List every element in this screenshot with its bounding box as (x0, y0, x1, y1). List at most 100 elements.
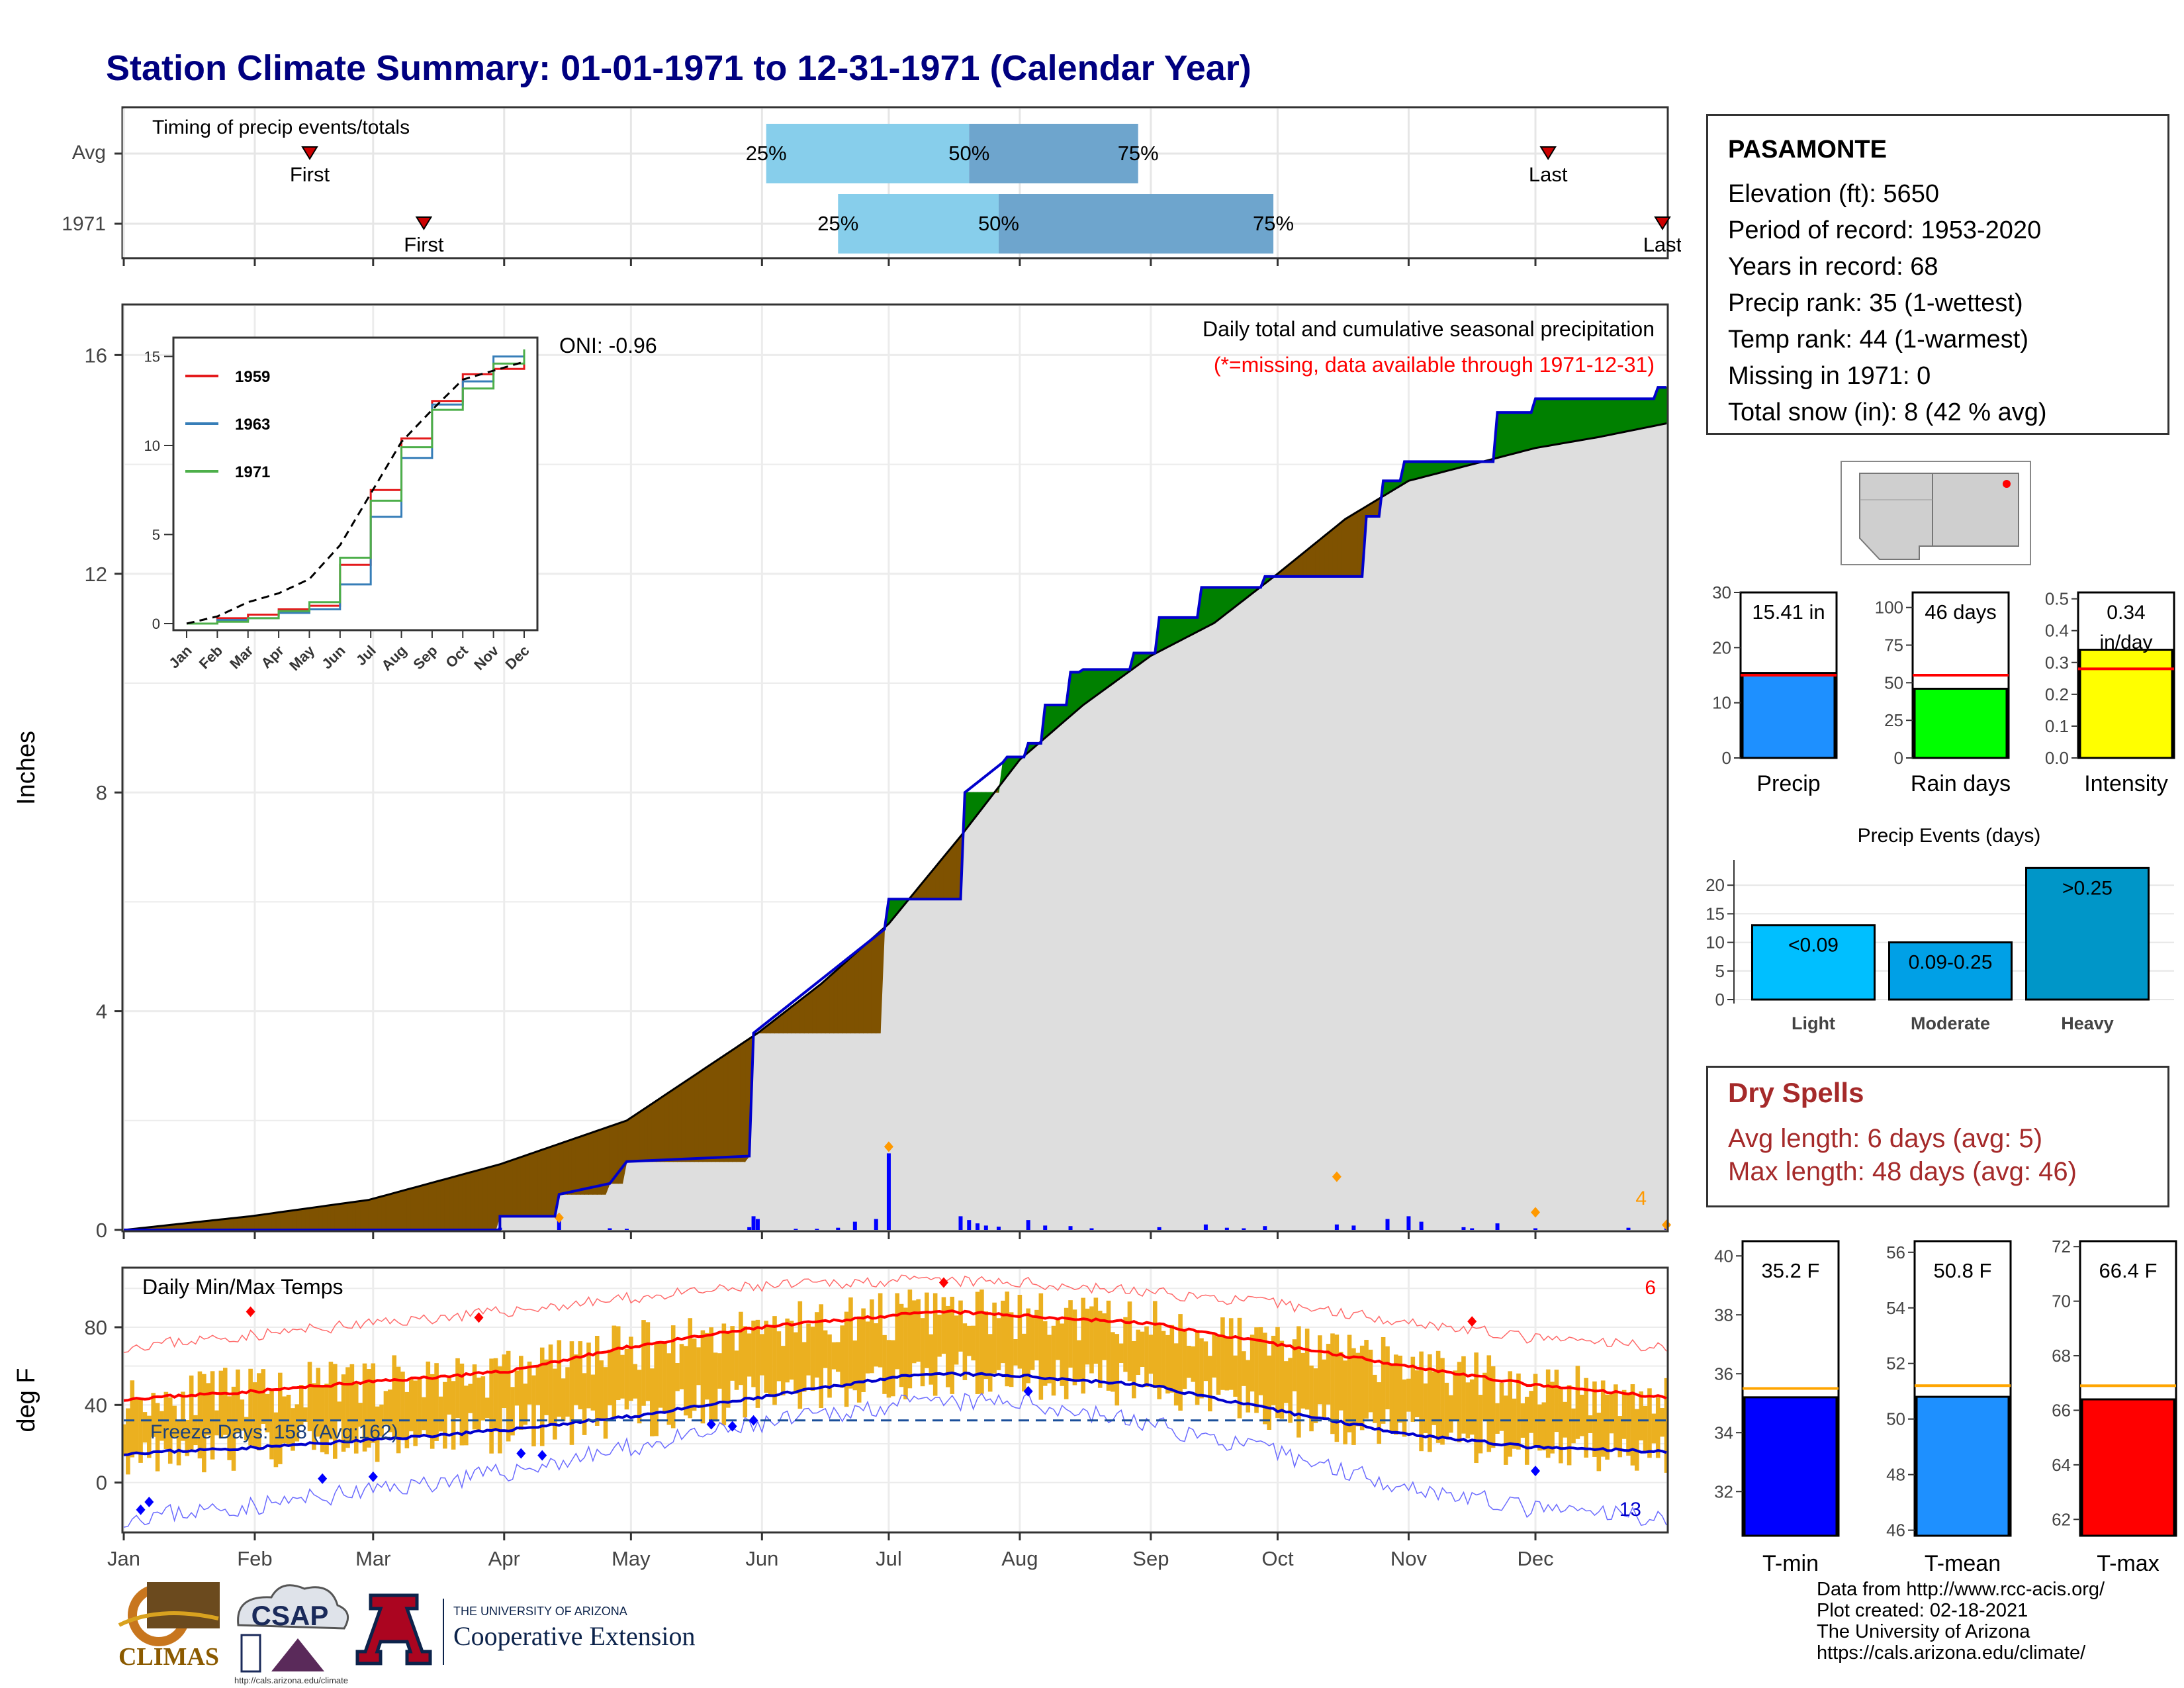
daily-temp-bar (1351, 1348, 1356, 1445)
precip-departure-segment (550, 1145, 555, 1217)
precip-departure-segment (1353, 510, 1359, 577)
daily-temp-bar (1524, 1397, 1529, 1465)
daily-precip-bar (794, 1229, 798, 1230)
precip-departure-segment (1565, 398, 1570, 444)
temp-summary-bar-2 (2081, 1398, 2175, 1537)
precip-departure-segment (842, 961, 847, 1034)
daily-temp-bar (739, 1311, 743, 1385)
precip-departure-segment (398, 1190, 403, 1231)
daily-temp-bar (979, 1289, 984, 1394)
inset-series-1971 (187, 349, 525, 625)
precip-departure-segment (1324, 532, 1329, 577)
daily-temp-bar (1038, 1293, 1044, 1400)
events-tick-label: 5 (1715, 961, 1725, 981)
temp-y-tick-label: 0 (96, 1472, 107, 1495)
daily-temp-bar (645, 1322, 651, 1401)
temp-summary-tick-label: 50 (1886, 1409, 1905, 1429)
daily-temp-bar (1001, 1300, 1005, 1364)
daily-temp-bar (1288, 1358, 1293, 1423)
precip-missing-note: (*=missing, data available through 1971-… (1214, 353, 1655, 377)
daily-temp-bar (615, 1326, 621, 1401)
timing-p50-label: 50% (978, 212, 1019, 235)
precip-departure-segment (1556, 398, 1561, 445)
daily-temp-bar (535, 1366, 541, 1405)
csap-logo: CSAP http://cals.arizona.edu/climate (234, 1584, 349, 1685)
daily-temp-bar (950, 1296, 955, 1394)
timing-last-marker-icon (1539, 146, 1557, 160)
daily-precip-bar (886, 1153, 891, 1230)
precip-departure-segment (791, 1002, 796, 1034)
daily-precip-bar (1203, 1224, 1208, 1230)
precip-departure-segment (250, 1215, 255, 1231)
daily-temp-bar (468, 1383, 473, 1413)
temp-summary-tick-label: 48 (1886, 1465, 1905, 1485)
precip-event-category-label: Light (1792, 1013, 1835, 1033)
precip-departure-segment (229, 1217, 234, 1231)
daily-temp-bar (392, 1355, 397, 1439)
precip-marker-icon (554, 1212, 564, 1223)
temp-summary-tick-label: 68 (2052, 1346, 2071, 1366)
daily-temp-bar (1246, 1360, 1251, 1413)
precip-departure-segment (347, 1201, 353, 1231)
daily-temp-bar (1355, 1352, 1361, 1427)
daily-precip-bar (983, 1225, 988, 1230)
daily-temp-bar (1626, 1392, 1631, 1456)
daily-temp-bar (620, 1354, 625, 1399)
temp-summary-tick-label: 64 (2052, 1455, 2071, 1475)
precip-departure-segment (423, 1183, 429, 1231)
daily-temp-bar (371, 1363, 376, 1443)
daily-temp-bar (624, 1348, 629, 1410)
precip-departure-segment (368, 1198, 374, 1231)
daily-temp-bar (725, 1332, 731, 1408)
daily-temp-bar (870, 1299, 874, 1374)
precip-departure-segment (1569, 398, 1574, 443)
daily-temp-bar (937, 1314, 942, 1357)
daily-precip-bar (836, 1227, 841, 1230)
daily-temp-bar (1093, 1297, 1099, 1364)
precip-departure-segment (212, 1219, 217, 1231)
daily-temp-bar (1655, 1397, 1661, 1458)
daily-temp-bar (743, 1326, 748, 1418)
daily-temp-bar (911, 1300, 917, 1364)
precip-departure-segment (271, 1212, 277, 1231)
daily-precip-bar (1224, 1227, 1229, 1230)
daily-temp-bar (557, 1340, 562, 1417)
daily-temp-bar (987, 1334, 993, 1392)
precip-departure-segment (402, 1189, 408, 1231)
daily-temp-bar (210, 1371, 215, 1460)
temp-summary-tick-label: 72 (2052, 1237, 2071, 1256)
daily-temp-bar (1042, 1321, 1048, 1386)
daily-temp-bar (1504, 1395, 1508, 1465)
precip-panel: 0 4 8 12 16 Daily total and cumulative seaso… (13, 303, 1671, 1242)
precip-departure-segment (821, 979, 826, 1034)
daily-temp-bar (578, 1341, 583, 1410)
timing-first-label: First (404, 233, 444, 256)
daily-temp-bar (608, 1349, 612, 1405)
daily-temp-bar (1465, 1382, 1471, 1438)
precip-departure-segment (871, 934, 877, 1034)
record-low-marker-icon (318, 1473, 328, 1484)
daily-temp-bar (1478, 1395, 1483, 1454)
state-outline (1859, 473, 2019, 560)
daily-temp-bar (1144, 1326, 1149, 1387)
daily-temp-bar (1541, 1402, 1547, 1451)
daily-temp-bar (1169, 1325, 1175, 1393)
daily-precip-bar (1242, 1228, 1246, 1230)
station-temp-rank: Temp rank: 44 (1-warmest) (1728, 326, 2029, 353)
precip-departure-segment (377, 1196, 383, 1231)
precip-departure-segment (1336, 522, 1342, 577)
daily-temp-bar (1588, 1415, 1593, 1433)
daily-temp-bar (1575, 1366, 1580, 1439)
precip-departure-segment (465, 1172, 471, 1231)
daily-temp-bar (185, 1419, 190, 1456)
precip-departure-segment (432, 1181, 437, 1231)
climas-logo: CLIMAS (118, 1582, 220, 1671)
precip-departure-segment (694, 1072, 700, 1162)
daily-temp-bar (574, 1354, 578, 1405)
precip-departure-segment (512, 1158, 518, 1217)
precip-event-bar (1751, 924, 1876, 1001)
daily-temp-bar (1097, 1311, 1103, 1388)
daily-temp-bar (142, 1412, 148, 1443)
daily-temp-bar (776, 1331, 782, 1382)
